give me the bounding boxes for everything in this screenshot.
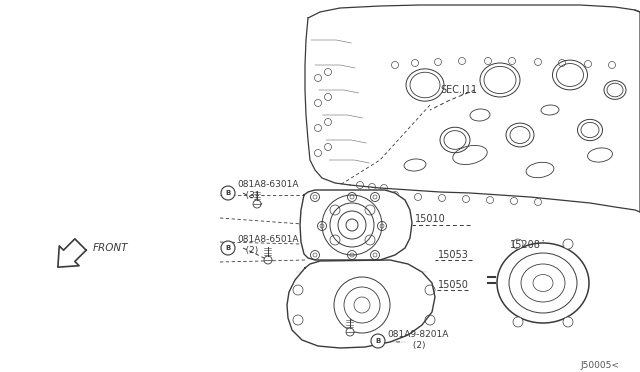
- Circle shape: [264, 256, 272, 264]
- Circle shape: [513, 317, 523, 327]
- Text: SEC.J11: SEC.J11: [440, 85, 477, 95]
- Text: B: B: [225, 245, 230, 251]
- Text: 15208: 15208: [510, 240, 541, 250]
- Polygon shape: [58, 239, 86, 267]
- Text: 15053: 15053: [438, 250, 469, 260]
- Circle shape: [221, 186, 235, 200]
- Polygon shape: [300, 190, 412, 260]
- Text: 081A8-6301A
   (3): 081A8-6301A (3): [237, 180, 298, 200]
- Text: B: B: [225, 190, 230, 196]
- Polygon shape: [287, 260, 435, 348]
- Circle shape: [221, 241, 235, 255]
- Circle shape: [563, 317, 573, 327]
- Circle shape: [371, 334, 385, 348]
- Text: 081A8-6501A
   (2): 081A8-6501A (2): [237, 235, 298, 255]
- Circle shape: [513, 239, 523, 249]
- Circle shape: [253, 200, 261, 208]
- Text: 15050: 15050: [438, 280, 469, 290]
- Text: FRONT: FRONT: [93, 243, 129, 253]
- Circle shape: [346, 328, 354, 336]
- Ellipse shape: [497, 243, 589, 323]
- Circle shape: [563, 239, 573, 249]
- Text: J50005<: J50005<: [580, 360, 619, 369]
- Text: B: B: [376, 338, 381, 344]
- Text: 081A9-8201A
         (2): 081A9-8201A (2): [387, 330, 449, 350]
- Text: 15010: 15010: [415, 214, 445, 224]
